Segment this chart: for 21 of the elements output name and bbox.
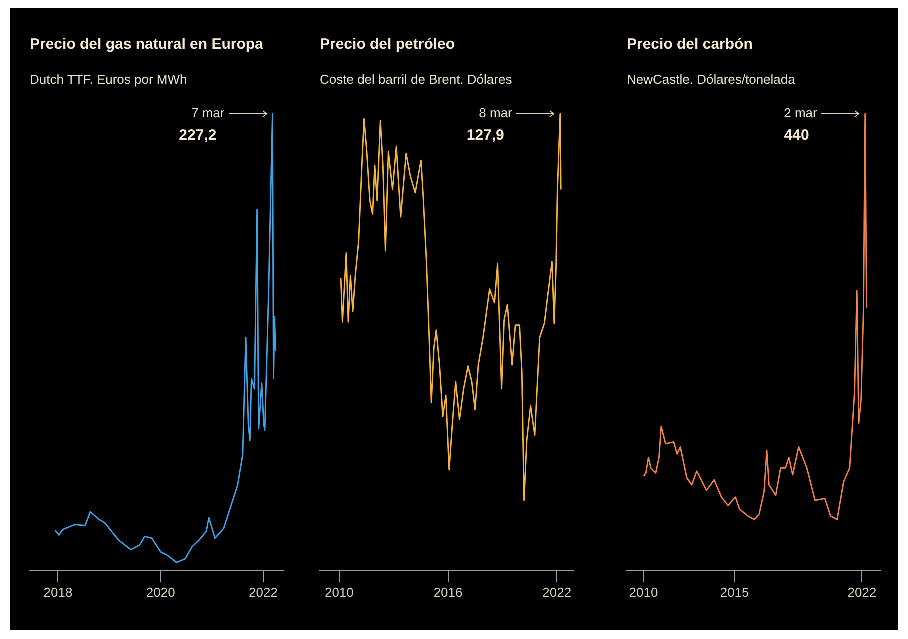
x-tick-label: 2022 (848, 584, 877, 600)
annotation: 7 mar (191, 106, 226, 121)
annotation: 8 mar (479, 106, 514, 121)
chart-title: Precio del gas natural en Europa (30, 36, 264, 53)
x-tick-label: 2016 (434, 584, 463, 600)
annotation: 127,9 (466, 127, 504, 144)
x-tick-label: 2020 (146, 584, 176, 600)
chart-subtitle: Dutch TTF. Euros por MWh (30, 72, 188, 87)
x-tick-label: 2010 (629, 584, 658, 600)
x-tick-label: 2010 (324, 584, 354, 600)
annotation: 227,2 (179, 127, 217, 144)
annotation: 440 (784, 127, 810, 144)
x-tick-label: 2018 (44, 584, 73, 600)
chart-title: Precio del petróleo (320, 36, 456, 53)
chart-subtitle: Coste del barril de Brent. Dólares (320, 72, 512, 87)
chart-title: Precio del carbón (627, 36, 753, 53)
x-tick-label: 2022 (249, 584, 278, 600)
x-tick-label: 2022 (542, 584, 572, 600)
annotation: 2 mar (784, 106, 818, 121)
chart-subtitle: NewCastle. Dólares/tonelada (627, 72, 796, 87)
x-tick-label: 2015 (720, 584, 750, 600)
